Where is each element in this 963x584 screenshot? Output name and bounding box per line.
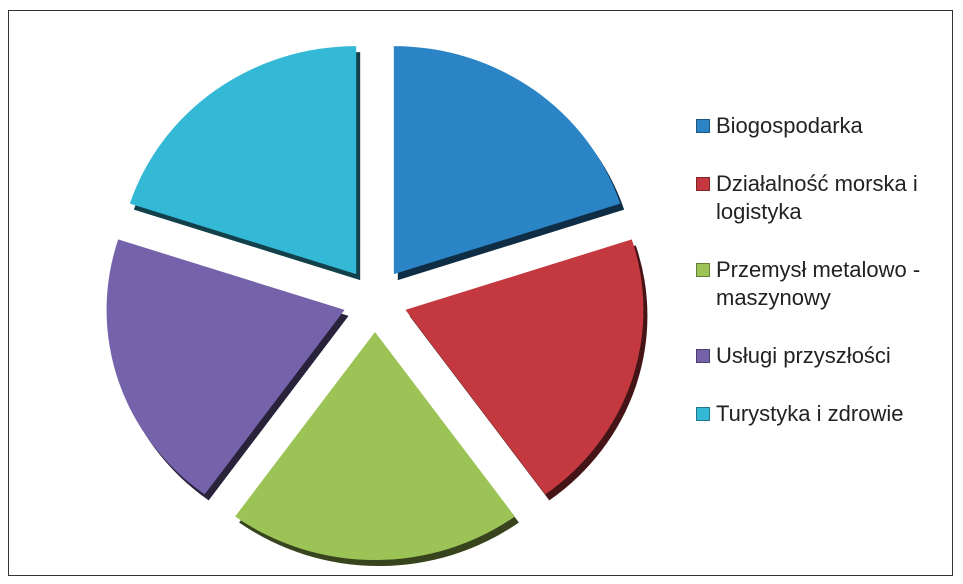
legend-swatch bbox=[696, 263, 710, 277]
legend-swatch bbox=[696, 119, 710, 133]
legend-item: Działalność morska i logistyka bbox=[696, 170, 946, 226]
slice bbox=[405, 239, 644, 495]
slice bbox=[235, 332, 515, 561]
legend-swatch bbox=[696, 407, 710, 421]
legend-label: Działalność morska i logistyka bbox=[716, 171, 918, 224]
legend: Biogospodarka Działalność morska i logist… bbox=[696, 112, 946, 428]
legend-item: Turystyka i zdrowie bbox=[696, 400, 946, 428]
slice bbox=[106, 239, 345, 495]
slice bbox=[393, 46, 621, 275]
legend-label: Biogospodarka bbox=[716, 113, 863, 138]
legend-label: Usługi przyszłości bbox=[716, 343, 891, 368]
chart-frame bbox=[8, 10, 953, 576]
legend-item: Przemysł metalowo - maszynowy bbox=[696, 256, 946, 312]
legend-swatch bbox=[696, 349, 710, 363]
legend-swatch bbox=[696, 177, 710, 191]
slice bbox=[129, 46, 357, 275]
legend-item: Usługi przyszłości bbox=[696, 342, 946, 370]
legend-item: Biogospodarka bbox=[696, 112, 946, 140]
legend-label: Przemysł metalowo - maszynowy bbox=[716, 257, 921, 310]
legend-label: Turystyka i zdrowie bbox=[716, 401, 904, 426]
